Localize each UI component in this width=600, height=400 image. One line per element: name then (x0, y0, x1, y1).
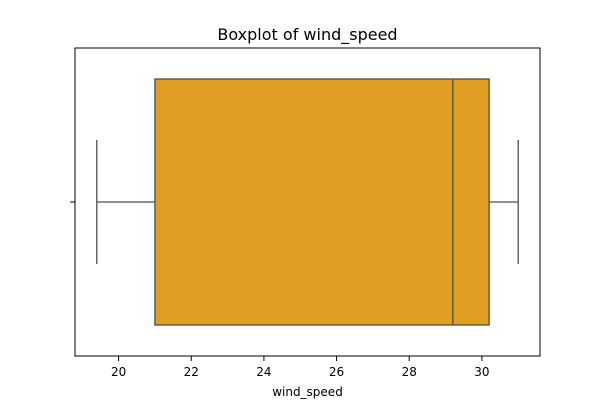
interquartile-box (154, 78, 490, 326)
x-tick-label: 22 (184, 365, 199, 379)
x-tick-label: 26 (329, 365, 344, 379)
x-tick-label: 30 (474, 365, 489, 379)
x-tick-label: 28 (402, 365, 417, 379)
chart-title: Boxplot of wind_speed (217, 25, 397, 45)
plot-area (70, 47, 541, 357)
x-axis-ticks: 20 22 24 26 28 30 (111, 356, 490, 379)
x-tick-label: 20 (111, 365, 126, 379)
x-axis-label: wind_speed (272, 385, 343, 399)
x-tick-label: 24 (256, 365, 271, 379)
